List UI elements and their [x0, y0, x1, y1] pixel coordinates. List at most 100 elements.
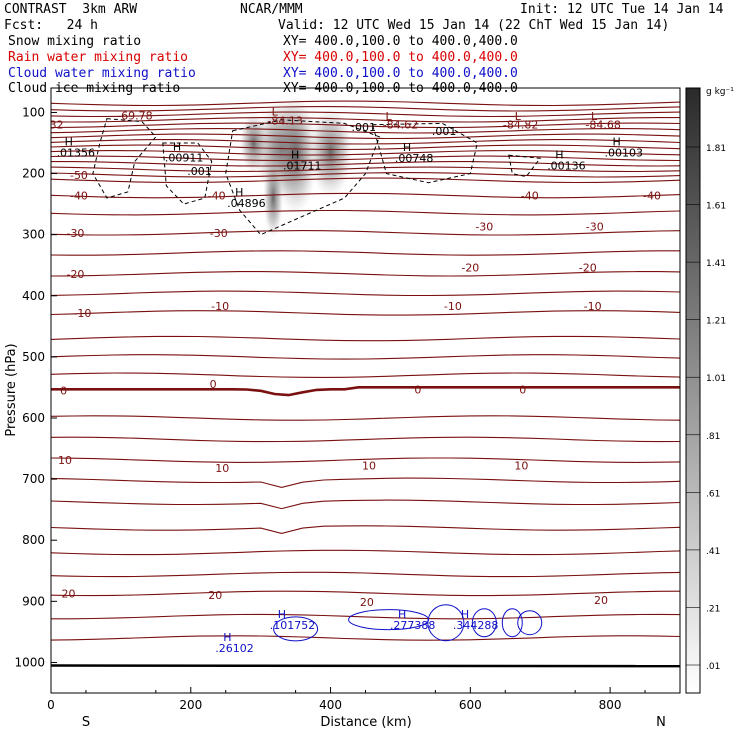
high-marker: H — [291, 148, 299, 161]
y-tick-label: 500 — [22, 350, 45, 364]
high-marker: H — [65, 135, 73, 148]
y-tick-label: 1000 — [14, 655, 45, 669]
y-axis: 100 200 300 400 500 600 700 800 900 1000 — [14, 105, 57, 669]
extremum-value: .00136 — [547, 159, 586, 172]
y-tick-label: 700 — [22, 472, 45, 486]
temperature-contour — [51, 499, 680, 510]
field-label-snow: Snow mixing ratio — [8, 34, 142, 49]
snow-shading-2 — [308, 107, 353, 198]
temperature-contour — [51, 192, 680, 199]
contour-label: -32 — [46, 119, 64, 132]
temperature-contour — [51, 477, 680, 488]
colorbar-tick-label: .41 — [706, 547, 720, 557]
forecast-hour: Fcst: 24 h — [4, 18, 98, 33]
y-tick-label: 400 — [22, 289, 45, 303]
cloud-water-contour-5 — [517, 610, 543, 636]
valid-time: Valid: 12 UTC Wed 15 Jan 14 (22 ChT Wed … — [278, 18, 670, 33]
contour-label: 10 — [215, 462, 229, 475]
title-left: CONTRAST 3km ARW — [4, 2, 138, 17]
contour-label: -10 — [211, 300, 229, 313]
temperature-contour — [51, 166, 680, 173]
colorbar-tick-label: 1.41 — [706, 259, 726, 269]
temperature-contour — [51, 613, 680, 620]
x-tick-label: 600 — [459, 698, 482, 712]
temperature-contour — [51, 128, 680, 134]
snow-shading-4 — [239, 113, 268, 173]
temperature-contour — [51, 290, 680, 297]
high-marker: H — [612, 135, 620, 148]
high-marker: H — [278, 608, 286, 621]
extremum-value: .344288 — [453, 619, 499, 632]
cloud-ice-contour-1 — [162, 142, 213, 205]
temperature-contour — [51, 436, 680, 443]
temperature-contour — [51, 271, 680, 277]
high-marker: H — [555, 148, 563, 161]
temperature-contour — [51, 155, 680, 162]
cloud-water-contour-4 — [501, 608, 523, 638]
y-tick-label: 300 — [22, 228, 45, 242]
temperature-contour — [51, 372, 680, 378]
contour-label: -84.82 — [503, 119, 538, 132]
colorbar-tick-label: 1.21 — [706, 317, 726, 327]
temperature-contour — [51, 635, 680, 641]
extremum-value: .001 — [187, 165, 212, 178]
cloud-ice-contour-4 — [508, 154, 542, 178]
temperature-contour — [51, 571, 680, 578]
cloud-water-contour-2 — [427, 604, 465, 642]
temperature-contour — [51, 415, 680, 421]
extremum-value: .04896 — [227, 197, 266, 210]
contour-label: 0 — [414, 383, 421, 396]
cloud-ice-contour-0 — [92, 118, 157, 199]
y-axis-label: Pressure (hPa) — [4, 343, 19, 436]
temperature-contour — [51, 122, 680, 129]
contour-label: -40 — [70, 190, 88, 203]
high-marker: H — [461, 608, 469, 621]
temperature-contour — [51, 106, 680, 112]
contour-label: -10 — [584, 300, 602, 313]
contour-label: -30 — [210, 227, 228, 240]
title-center: NCAR/MMM — [240, 2, 303, 17]
contour-label: -30 — [475, 221, 493, 234]
y-tick-label: 200 — [22, 167, 45, 181]
contour-label: -20 — [461, 262, 479, 275]
field-label-rain: Rain water mixing ratio — [8, 50, 189, 65]
contour-label: -20 — [579, 262, 597, 275]
colorbar-tick-label: .61 — [706, 489, 720, 499]
contour-label: 10 — [58, 454, 72, 467]
field-xy-snow: XY= 400.0,100.0 to 400.0,400.0 — [283, 34, 518, 49]
field-xy-rain: XY= 400.0,100.0 to 400.0,400.0 — [283, 50, 518, 65]
plot-content: -69.78 -84.13 -84.62 -84.82 -84.68 -32 -50 -40 -… — [46, 95, 680, 668]
colorbar-tick-label: 1.61 — [706, 202, 726, 212]
contour-label: 20 — [61, 587, 75, 600]
contour-label: -50 — [70, 169, 88, 182]
temperature-contour — [51, 209, 680, 216]
low-marker: L — [591, 110, 598, 123]
high-marker: H — [173, 140, 181, 153]
contour-label: 0 — [519, 383, 526, 396]
contour-label: -40 — [521, 190, 539, 203]
temperature-contour — [51, 117, 680, 123]
init-time: Init: 12 UTC Tue 14 Jan 14 — [520, 2, 724, 17]
high-marker: H — [235, 186, 243, 199]
temperature-contour — [51, 335, 680, 342]
x-tick-label: 0 — [47, 698, 55, 712]
contour-label: 10 — [362, 460, 376, 473]
freezing-level-contour — [51, 386, 680, 397]
low-marker: L — [515, 110, 522, 123]
colorbar-tick-label: 1.81 — [706, 144, 726, 154]
x-end-label-north: N — [656, 715, 666, 730]
contour-label: -20 — [66, 268, 84, 281]
temperature-contour — [51, 457, 680, 463]
contour-label: -30 — [586, 221, 604, 234]
temperature-contour — [51, 100, 680, 107]
temperature-contour — [51, 590, 680, 597]
contour-label: -10 — [444, 300, 462, 313]
cloud-water-contour-3 — [471, 608, 497, 638]
high-marker: H — [398, 608, 406, 621]
extremum-value: .01356 — [57, 146, 96, 159]
extremum-value: .01711 — [283, 159, 322, 172]
low-marker: L — [385, 110, 392, 123]
colorbar-tick-label: .81 — [706, 432, 720, 442]
contour-label: -40 — [208, 190, 226, 203]
